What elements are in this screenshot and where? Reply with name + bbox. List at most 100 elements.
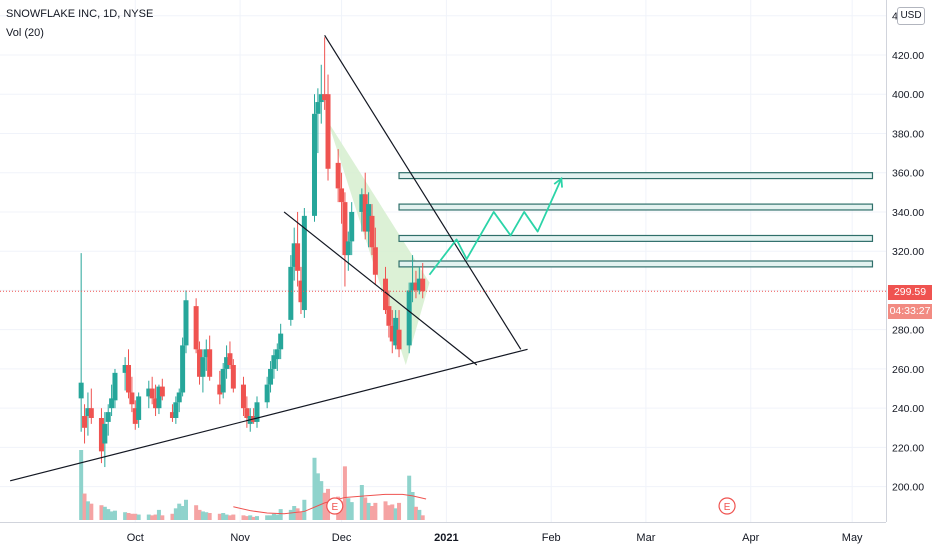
- earnings-marker: [718, 497, 736, 515]
- volume-bar: [200, 511, 205, 520]
- volume-bar: [221, 513, 226, 520]
- volume-legend[interactable]: Vol (20): [6, 27, 44, 39]
- currency-button[interactable]: USD: [897, 7, 925, 25]
- price-tick-label: 420.00: [892, 50, 924, 62]
- volume-bar: [99, 505, 104, 520]
- candle-body: [254, 402, 260, 422]
- projection-path: [428, 178, 563, 276]
- candle-body: [271, 355, 277, 369]
- volume-bar: [397, 502, 402, 520]
- volume-bar: [363, 497, 368, 520]
- candle-body: [393, 317, 399, 346]
- candle-body: [396, 329, 402, 350]
- volume-bar: [288, 509, 293, 520]
- volume-bar: [106, 509, 111, 520]
- candle-body: [173, 402, 179, 418]
- candle-body: [359, 194, 365, 212]
- volume-bar: [89, 503, 94, 520]
- volume-bar: [366, 502, 371, 520]
- volume-bar: [85, 501, 90, 520]
- candle-body: [264, 384, 270, 403]
- volume-bar: [217, 513, 222, 520]
- candle-body: [197, 349, 203, 377]
- candle-body: [335, 162, 341, 189]
- candle-body: [278, 333, 284, 350]
- candle-body: [136, 396, 142, 420]
- price-tick-label: 340.00: [892, 207, 924, 219]
- volume-bar: [82, 493, 87, 520]
- volume-bar: [197, 509, 202, 520]
- volume-bar: [180, 506, 185, 520]
- price-tick-label: 260.00: [892, 364, 924, 376]
- candle-body: [88, 408, 94, 418]
- volume-bar: [150, 515, 155, 520]
- volume-bar: [312, 457, 317, 520]
- volume-bar: [359, 485, 364, 520]
- volume-bar: [410, 492, 415, 520]
- candle-body: [156, 386, 162, 409]
- volume-bar: [241, 515, 246, 520]
- candle-body: [268, 368, 274, 385]
- candle-body: [220, 368, 226, 393]
- price-tick-label: 380.00: [892, 128, 924, 140]
- volume-bar: [204, 512, 209, 520]
- candle-body: [410, 282, 416, 291]
- volume-bar: [207, 513, 212, 520]
- projection-arrowhead: [553, 176, 563, 188]
- earnings-marker-label: E: [724, 502, 731, 513]
- volume-bar: [315, 473, 320, 520]
- candle-body: [416, 278, 422, 291]
- candle-body: [420, 278, 426, 292]
- volume-bar: [231, 514, 236, 520]
- price-tick-label: 360.00: [892, 168, 924, 180]
- volume-bar: [393, 508, 398, 520]
- volume-bar: [386, 505, 391, 520]
- earnings-marker-label: E: [331, 502, 338, 513]
- candle-body: [183, 300, 189, 346]
- volume-bar: [417, 509, 422, 520]
- volume-bar: [302, 499, 307, 520]
- candle-body: [288, 266, 294, 320]
- candle-body: [207, 349, 213, 377]
- symbol-legend[interactable]: SNOWFLAKE INC, 1D, NYSE: [6, 8, 154, 20]
- candle-body: [413, 282, 419, 291]
- volume-bar: [126, 513, 131, 520]
- candle-body: [203, 349, 209, 358]
- candle-body: [193, 306, 199, 350]
- volume-bar: [123, 512, 128, 520]
- candle-body: [291, 243, 297, 267]
- volume-bar: [390, 504, 395, 520]
- candle-body: [109, 398, 115, 409]
- candle-body: [339, 188, 345, 203]
- candle-body: [105, 412, 111, 422]
- candle-body: [159, 386, 165, 397]
- candle-body: [318, 94, 324, 103]
- candle-body: [149, 388, 155, 399]
- candle-body: [132, 408, 138, 424]
- candle-body: [295, 243, 301, 271]
- volume-bar: [170, 513, 175, 520]
- volume-bar: [112, 510, 117, 520]
- candle-body: [200, 357, 206, 377]
- volume-bar: [420, 515, 425, 520]
- volume-bar: [349, 502, 354, 520]
- resistance-zone: [398, 234, 874, 242]
- candle-body: [311, 113, 317, 216]
- time-tick-label: Apr: [742, 532, 759, 544]
- candle-body: [169, 412, 175, 418]
- time-tick-label: Dec: [332, 532, 352, 544]
- triangle-shape: [328, 121, 430, 366]
- volume-bar: [160, 515, 165, 520]
- candle-body: [180, 345, 186, 393]
- candle-body: [217, 384, 223, 395]
- time-tick-label: Feb: [542, 532, 561, 544]
- candle-body: [372, 247, 378, 275]
- volume-bar: [227, 515, 232, 520]
- time-tick-label: 2021: [434, 532, 458, 544]
- candle-body: [389, 325, 395, 342]
- volume-bar: [79, 450, 84, 520]
- countdown-tag: 04:33:27: [888, 304, 932, 319]
- candle-body: [274, 349, 280, 360]
- candle-body: [369, 215, 375, 248]
